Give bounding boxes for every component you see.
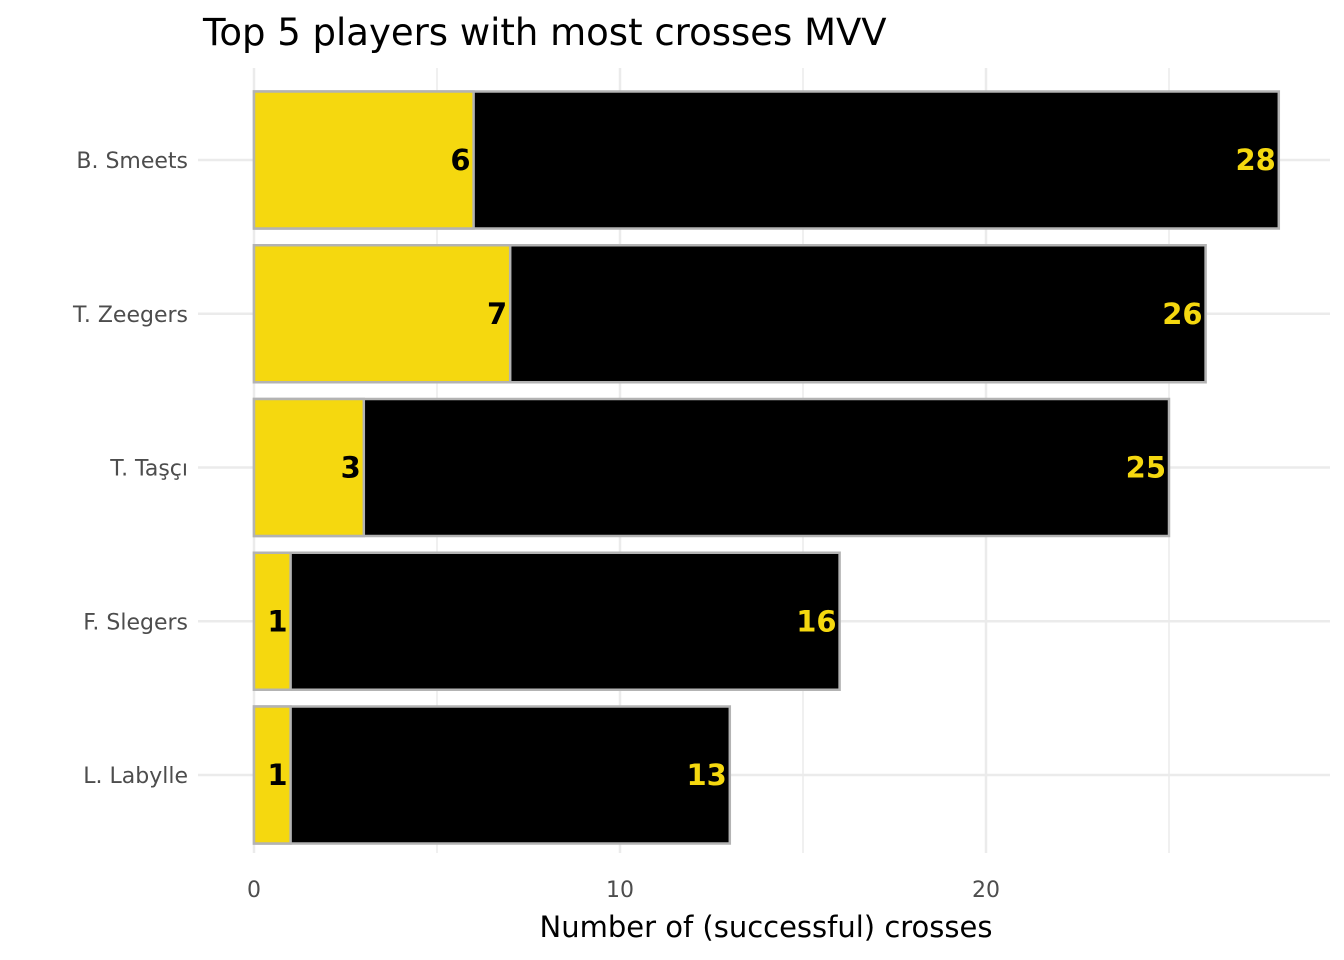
data-label-series-0-4: 13 <box>686 758 726 792</box>
x-axis-ticks: 0 10 20 <box>247 878 1000 903</box>
bar-series-0-2 <box>252 397 1171 538</box>
y-axis-label: T. Taşçı <box>109 457 188 482</box>
data-label-series-1-0: 6 <box>450 143 470 177</box>
data-label-series-0-0: 28 <box>1235 143 1275 177</box>
data-labels: 28 26 25 16 13 6 7 3 1 1 <box>267 143 1275 792</box>
bar-series-1-3 <box>252 551 292 691</box>
y-axis-label: L. Labylle <box>83 764 188 789</box>
y-axis-label: F. Slegers <box>83 610 188 635</box>
bar-series-1-2 <box>252 397 366 538</box>
data-label-series-1-4: 1 <box>267 758 287 792</box>
bar-series-1-0 <box>252 90 475 230</box>
y-axis-label: B. Smeets <box>76 149 188 174</box>
chart-title: Top 5 players with most crosses MVV <box>202 11 887 54</box>
y-axis-labels: B. Smeets T. Zeegers T. Taşçı F. Slegers L. … <box>72 149 188 789</box>
bars <box>252 90 1281 845</box>
data-label-series-1-3: 1 <box>267 604 287 638</box>
x-tick-label: 10 <box>606 878 634 903</box>
x-tick-label: 20 <box>972 878 1000 903</box>
data-label-series-0-1: 26 <box>1162 297 1202 331</box>
bar-series-1-4 <box>252 705 292 845</box>
bar-series-1-1 <box>252 244 512 384</box>
y-axis-label: T. Zeegers <box>72 303 188 328</box>
x-tick-label: 0 <box>247 878 261 903</box>
x-axis-title: Number of (successful) crosses <box>540 910 993 944</box>
data-label-series-0-3: 16 <box>796 604 836 638</box>
bar-series-0-4 <box>252 705 732 845</box>
bar-series-0-3 <box>252 551 841 691</box>
data-label-series-1-1: 7 <box>487 297 507 331</box>
data-label-series-0-2: 25 <box>1126 451 1166 485</box>
data-label-series-1-2: 3 <box>341 451 361 485</box>
